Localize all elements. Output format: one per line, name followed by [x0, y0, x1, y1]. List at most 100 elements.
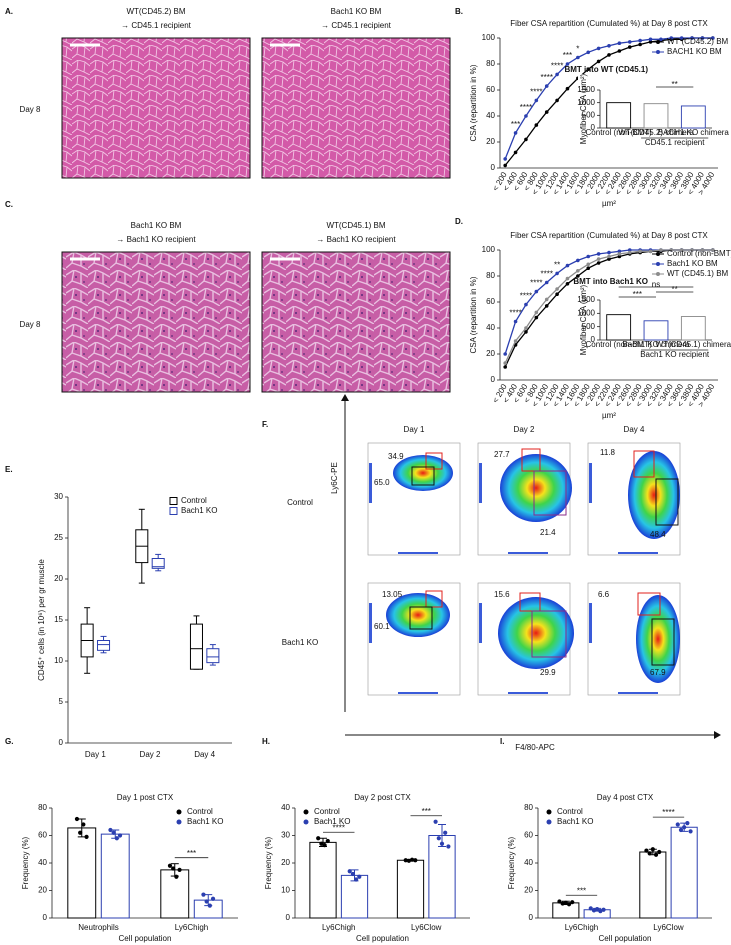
data-point: [648, 37, 653, 42]
legend-title: BMT into Bach1 KO: [573, 277, 648, 286]
density-blob: [498, 597, 574, 669]
data-point: [617, 49, 622, 53]
data-point: [207, 903, 212, 908]
bar: [396, 859, 425, 919]
comparison-label: ns: [652, 280, 660, 289]
axis-events: [589, 603, 592, 643]
data-point: [653, 852, 659, 857]
data-point: [403, 858, 408, 863]
data-point: [576, 274, 580, 278]
gate-percentage: 67.9: [650, 668, 666, 677]
y-axis-label: Frequency (%): [264, 836, 273, 889]
data-point: [627, 40, 632, 44]
axis-events: [369, 463, 372, 503]
y-tick-label: 1500: [577, 295, 595, 304]
y-axis-label: CSA (repartition in %): [469, 276, 478, 353]
data-point: [598, 909, 603, 914]
x-tick-label: Day 4: [194, 750, 215, 759]
legend-swatch: [303, 809, 309, 815]
data-point: [650, 847, 655, 852]
data-point: [201, 892, 206, 897]
data-point: [322, 843, 327, 848]
legend-label: BACH1 KO BM: [667, 47, 722, 56]
legend-swatch: [176, 809, 182, 815]
legend-swatch: [176, 819, 182, 825]
y-tick-label: 100: [482, 33, 496, 42]
inset-category: Control (non-BMT): [586, 340, 653, 349]
data-point: [503, 352, 507, 356]
data-point: [114, 836, 119, 841]
data-point: [534, 98, 539, 103]
data-point: [607, 250, 611, 255]
data-point: [555, 98, 559, 103]
y-tick-label: 0: [529, 913, 534, 922]
data-point: [596, 46, 601, 51]
y-tick-label: 1000: [577, 308, 595, 317]
data-point: [607, 257, 611, 261]
data-point: [171, 866, 176, 871]
y-tick-label: 40: [486, 111, 495, 120]
x-tick-label: Ly6Clow: [653, 923, 684, 932]
y-tick-label: 20: [38, 886, 47, 895]
significance: ****: [540, 73, 552, 82]
chart-title: Day 2 post CTX: [354, 793, 411, 802]
axis-events: [398, 552, 438, 554]
micrograph-caption: → CD45.1 recipient: [321, 21, 392, 30]
data-point: [503, 163, 507, 168]
data-point: [607, 254, 611, 259]
significance: ****: [530, 88, 542, 97]
y-axis-label: CD45⁺ cells (in 10⁶) per gr muscle: [37, 559, 46, 681]
legend-label: WT (CD45.1) BM: [667, 269, 729, 278]
data-point: [565, 62, 570, 66]
significance: ****: [509, 309, 521, 318]
y-tick-label: 1000: [577, 98, 595, 107]
data-point: [685, 821, 690, 826]
panel-label: F.: [262, 420, 268, 429]
data-point: [555, 271, 559, 276]
box: [206, 648, 220, 664]
y-tick-label: 40: [38, 858, 47, 867]
data-point: [78, 830, 83, 835]
legend-label: Bach1 KO: [557, 817, 593, 826]
data-point: [544, 297, 549, 302]
micrograph-caption: Bach1 KO BM: [331, 7, 382, 16]
data-point: [544, 110, 549, 114]
legend-swatch: [169, 497, 178, 505]
data-point: [555, 287, 559, 291]
density-blob: [393, 455, 453, 491]
y-tick-label: 40: [281, 803, 290, 812]
legend-label: Control (non-BMT): [667, 249, 731, 258]
data-point: [563, 900, 568, 905]
significance: ***: [577, 886, 586, 895]
legend-label: Bach1 KO: [181, 506, 217, 515]
y-axis-label: Myofiber CSA (µm²): [579, 284, 588, 355]
y-tick-label: 20: [486, 137, 495, 146]
density-blob: [628, 451, 680, 539]
x-axis-label: Cell population: [119, 934, 172, 943]
y-tick-label: 25: [54, 533, 63, 542]
data-point: [555, 292, 559, 297]
comparison-label: **: [672, 285, 678, 294]
data-point: [439, 841, 445, 846]
data-point: [81, 822, 86, 827]
data-point: [446, 844, 451, 849]
gate-high: [633, 450, 655, 478]
legend-label: Control: [181, 496, 207, 505]
x-tick-label: Ly6Clow: [411, 923, 442, 932]
data-point: [565, 276, 570, 281]
y-tick-label: 500: [582, 110, 596, 119]
legend-swatch: [303, 819, 309, 825]
micrograph-caption: WT(CD45.1) BM: [326, 221, 385, 230]
data-point: [627, 250, 632, 255]
data-point: [557, 899, 562, 904]
axis-events: [479, 603, 482, 643]
gate-percentage: 27.7: [494, 450, 510, 459]
data-point: [513, 150, 518, 155]
data-point: [648, 249, 653, 254]
gate-percentage: 65.0: [374, 478, 390, 487]
x-axis-label: µm²: [602, 199, 616, 208]
gate-low: [651, 618, 675, 666]
data-point: [413, 858, 418, 863]
y-tick-label: 0: [591, 335, 596, 344]
data-point: [544, 84, 549, 88]
